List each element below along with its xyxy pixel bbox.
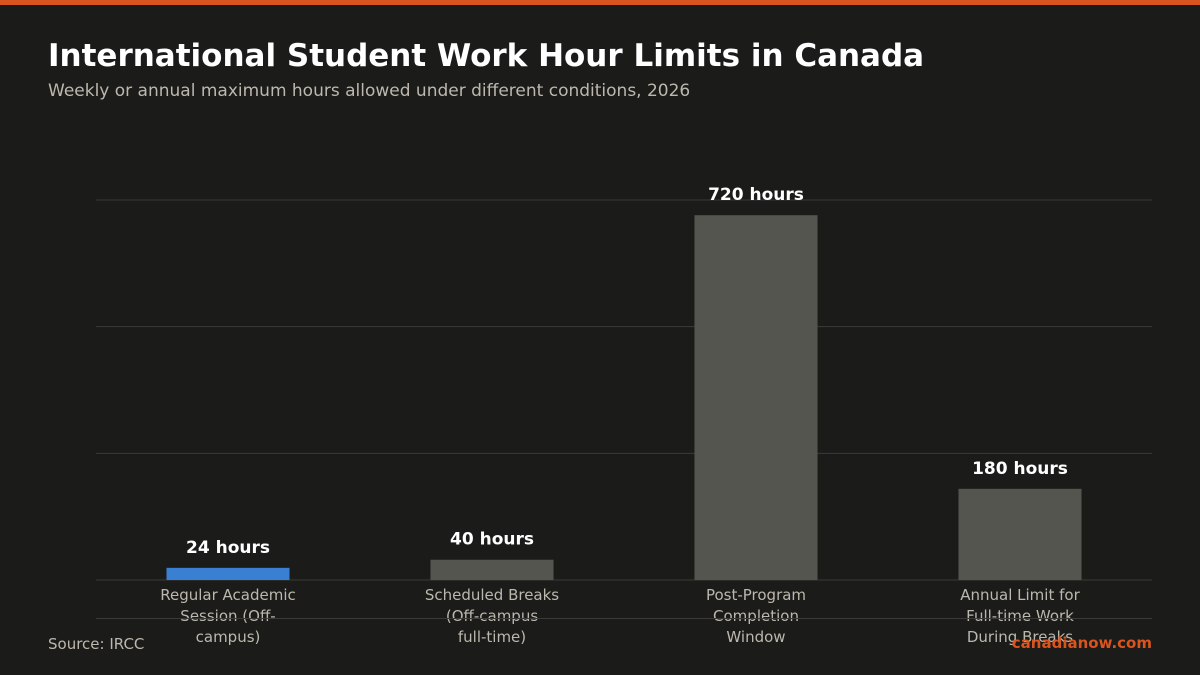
bar-value-label: 40 hours	[450, 530, 534, 550]
category-label-line: Regular Academic	[160, 586, 296, 604]
category-label-line: Completion	[713, 607, 799, 625]
bar-value-label: 720 hours	[708, 185, 804, 205]
category-label: Post-Program Completion Window	[706, 586, 806, 646]
category-label-line: Session (Off-	[180, 607, 275, 625]
chart-subtitle: Weekly or annual maximum hours allowed u…	[48, 81, 691, 101]
category-label: Regular Academic Session (Off-campus)	[160, 586, 296, 646]
category-label-line: Post-Program	[706, 586, 806, 604]
bar-value-label: 24 hours	[186, 538, 270, 558]
chart-title: International Student Work Hour Limits i…	[48, 38, 925, 74]
bar-value-label: 180 hours	[972, 459, 1068, 479]
bar[interactable]	[958, 488, 1082, 580]
category-label: Scheduled Breaks (Off-campus full-time)	[425, 586, 559, 646]
category-label-line: Full-time Work	[966, 607, 1074, 625]
category-label-line: (Off-campus	[446, 607, 538, 625]
category-label-line: Scheduled Breaks	[425, 586, 559, 604]
bar[interactable]	[430, 559, 554, 580]
bar[interactable]	[166, 567, 290, 580]
category-label-line: campus)	[196, 628, 261, 646]
bar[interactable]	[694, 215, 818, 580]
category-label-line: Annual Limit for	[960, 586, 1080, 604]
category-label-line: During Breaks	[967, 628, 1073, 646]
source-note: Source: IRCC	[48, 635, 145, 653]
category-label: Annual Limit for Full-time Work During Bre…	[960, 586, 1080, 646]
category-label-line: Window	[726, 628, 785, 646]
top-accent-bar	[0, 0, 1200, 5]
footer-divider	[96, 618, 1152, 619]
category-label-line: full-time)	[458, 628, 526, 646]
brand-link[interactable]: canadianow.com	[1011, 634, 1152, 652]
